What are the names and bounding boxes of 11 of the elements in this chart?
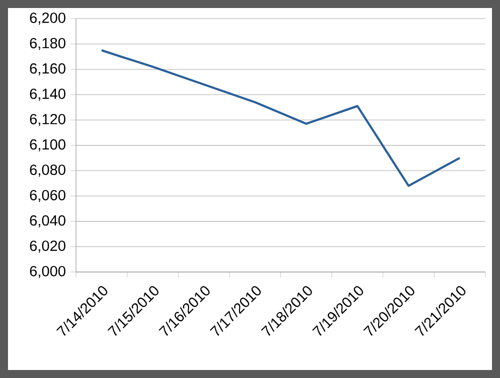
y-tick-label: 6,140 bbox=[30, 88, 66, 101]
y-tick-label: 6,000 bbox=[30, 266, 66, 278]
y-tick-label: 6,060 bbox=[30, 190, 66, 202]
y-tick-label: 6,040 bbox=[30, 215, 66, 228]
y-tick-label: 6,180 bbox=[30, 38, 66, 50]
y-tick-label: 6,200 bbox=[30, 12, 66, 25]
y-tick-label: 6,080 bbox=[30, 164, 66, 177]
y-tick-label: 6,100 bbox=[30, 139, 66, 152]
y-tick-label: 6,120 bbox=[30, 114, 66, 126]
y-tick-label: 6,160 bbox=[30, 63, 66, 76]
y-tick-label: 6,020 bbox=[30, 240, 66, 253]
